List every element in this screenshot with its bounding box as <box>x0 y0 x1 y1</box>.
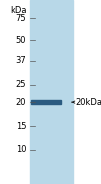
Text: 75: 75 <box>16 14 26 23</box>
Bar <box>31 100 61 104</box>
Text: 10: 10 <box>16 146 26 154</box>
Text: 50: 50 <box>16 36 26 45</box>
Text: kDa: kDa <box>10 6 26 15</box>
Text: 15: 15 <box>16 122 26 130</box>
Bar <box>30 0 73 184</box>
Text: 20: 20 <box>16 98 26 107</box>
Text: 37: 37 <box>16 56 26 65</box>
Text: 25: 25 <box>16 80 26 89</box>
Text: 20kDa: 20kDa <box>76 98 101 107</box>
